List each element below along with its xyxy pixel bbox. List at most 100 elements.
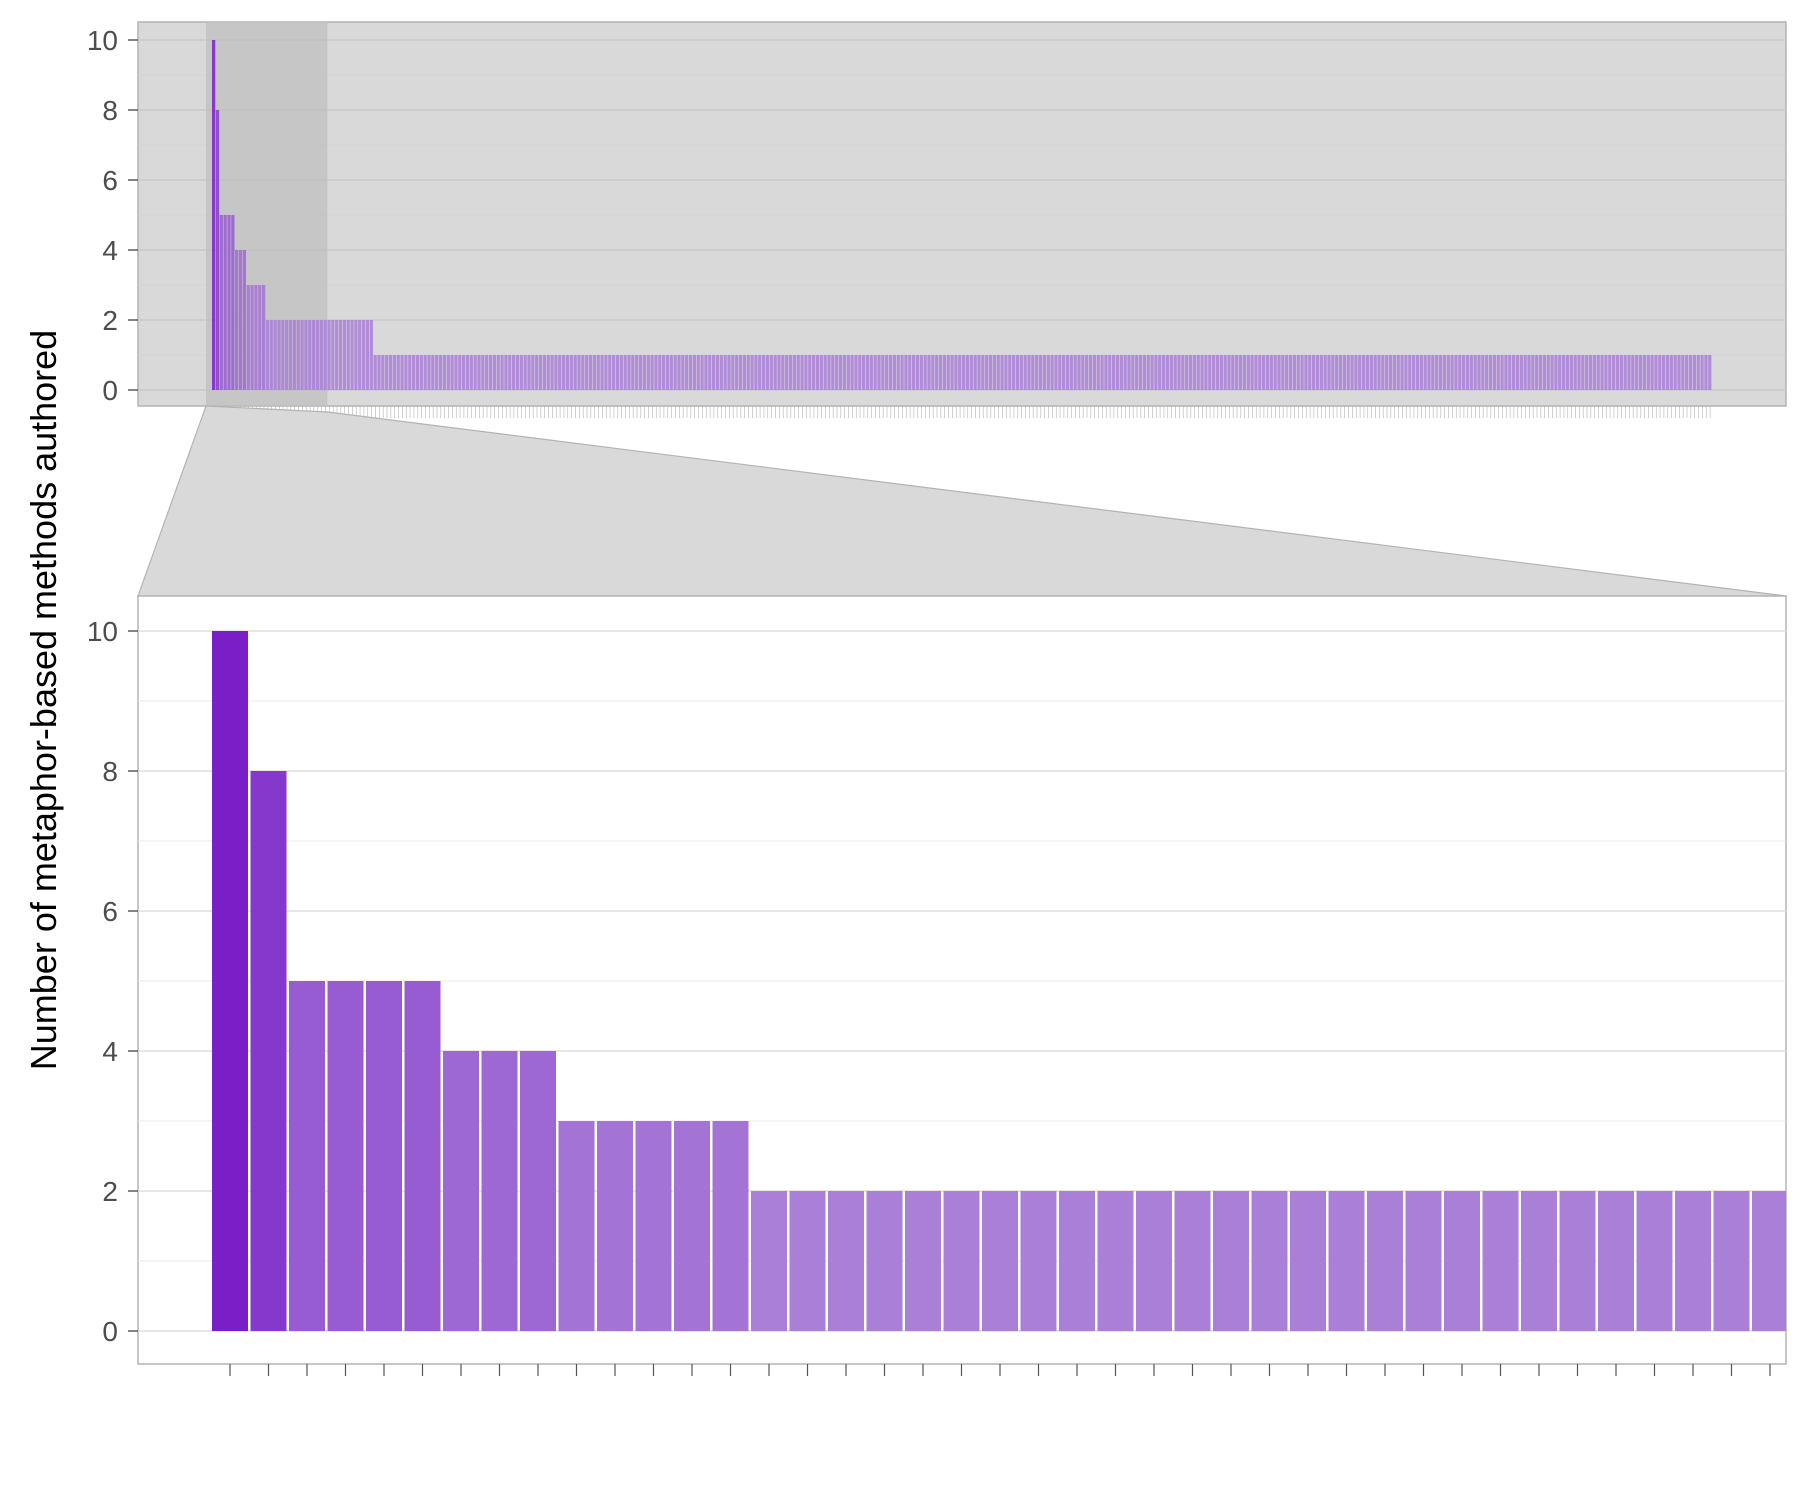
overview-bar — [512, 355, 516, 390]
overview-bar — [1008, 355, 1012, 390]
overview-bar — [938, 355, 943, 390]
overview-bar — [888, 355, 893, 390]
overview-bar — [665, 355, 670, 390]
overview-bar — [554, 355, 558, 390]
overview-bar — [438, 355, 443, 390]
overview-bar — [1631, 355, 1635, 390]
overview-bar — [1569, 355, 1573, 390]
overview-bar — [469, 355, 473, 390]
zoom-y-tick-label: 4 — [102, 1036, 118, 1067]
zoom-bar — [1328, 1191, 1365, 1331]
overview-bar — [1623, 355, 1627, 390]
overview-bar — [546, 355, 550, 390]
zoom-bar — [289, 981, 325, 1331]
overview-bar — [823, 355, 827, 390]
overview-bar — [1692, 355, 1697, 390]
overview-bar — [927, 355, 931, 390]
overview-bar — [396, 355, 400, 390]
overview-bar — [1192, 355, 1197, 390]
zoom-bar — [1559, 1191, 1596, 1331]
zoom-bar — [943, 1191, 980, 1331]
overview-bar — [1373, 355, 1377, 390]
overview-bar — [319, 320, 323, 390]
overview-bar — [700, 355, 704, 390]
overview-bar — [442, 355, 447, 390]
overview-bar — [446, 355, 450, 390]
overview-bar — [773, 355, 777, 390]
overview-bar — [881, 355, 885, 390]
zoom-bar — [1405, 1191, 1442, 1331]
overview-bar — [1596, 355, 1600, 390]
overview-bar — [1550, 355, 1554, 390]
overview-bar — [1492, 355, 1497, 390]
overview-bar — [277, 320, 281, 390]
overview-bar — [715, 355, 720, 390]
overview-bar — [1219, 355, 1223, 390]
overview-bar — [1023, 355, 1027, 390]
overview-bar — [1362, 355, 1366, 390]
overview-bar — [1427, 355, 1431, 390]
overview-bar — [658, 355, 662, 390]
overview-bar — [1665, 355, 1670, 390]
overview-bar — [596, 355, 600, 390]
overview-bar — [1673, 355, 1677, 390]
zoom-bar — [674, 1121, 710, 1331]
overview-bar — [1019, 355, 1023, 390]
overview-bar — [315, 320, 320, 390]
overview-bar — [785, 355, 789, 390]
overview-bar — [988, 355, 993, 390]
zoom-bar — [212, 631, 248, 1331]
overview-bar — [1392, 355, 1397, 390]
overview-bar — [962, 355, 966, 390]
zoom-bar — [1636, 1191, 1673, 1331]
overview-bar — [1515, 355, 1520, 390]
overview-bar — [1292, 355, 1297, 390]
overview-bar — [1431, 355, 1435, 390]
overview-bar — [427, 355, 431, 390]
overview-bar — [481, 355, 485, 390]
zoom-bar — [751, 1191, 787, 1331]
overview-bar — [623, 355, 627, 390]
overview-bar — [362, 320, 366, 390]
zoom-bar — [1136, 1191, 1172, 1331]
overview-bar — [1700, 355, 1704, 390]
overview-bar — [1315, 355, 1320, 390]
overview-bar — [354, 320, 358, 390]
overview-bar — [458, 355, 462, 390]
overview-bar — [1185, 355, 1189, 390]
overview-y-tick-label: 2 — [102, 305, 118, 336]
overview-bar — [1615, 355, 1620, 390]
overview-bar — [1142, 355, 1147, 390]
overview-bar — [1585, 355, 1589, 390]
overview-bar — [581, 355, 585, 390]
overview-bar — [227, 215, 231, 390]
overview-bar — [646, 355, 650, 390]
overview-bar — [238, 250, 243, 390]
zoom-bar — [1097, 1191, 1134, 1331]
overview-bar — [1088, 355, 1093, 390]
overview-y-tick-label: 0 — [102, 375, 118, 406]
overview-bar — [565, 355, 570, 390]
zoom-bar — [635, 1121, 672, 1331]
overview-bar — [523, 355, 527, 390]
overview-bar — [985, 355, 989, 390]
overview-bar — [465, 355, 470, 390]
overview-bar — [358, 320, 362, 390]
y-axis-title: Number of metaphor-based methods authore… — [23, 330, 64, 1070]
overview-bar — [1250, 355, 1254, 390]
overview-bar — [1027, 355, 1031, 390]
overview-bar — [758, 355, 762, 390]
overview-bar — [1165, 355, 1170, 390]
overview-bar — [1135, 355, 1139, 390]
zoom-y-tick-label: 2 — [102, 1176, 118, 1207]
overview-bar — [273, 320, 277, 390]
overview-bar — [1696, 355, 1700, 390]
overview-bar — [385, 355, 389, 390]
overview-bar — [577, 355, 581, 390]
overview-bar — [1650, 355, 1654, 390]
overview-bar — [1335, 355, 1339, 390]
overview-bar — [908, 355, 912, 390]
overview-bar — [388, 355, 393, 390]
overview-bar — [1654, 355, 1658, 390]
overview-bar — [1119, 355, 1123, 390]
